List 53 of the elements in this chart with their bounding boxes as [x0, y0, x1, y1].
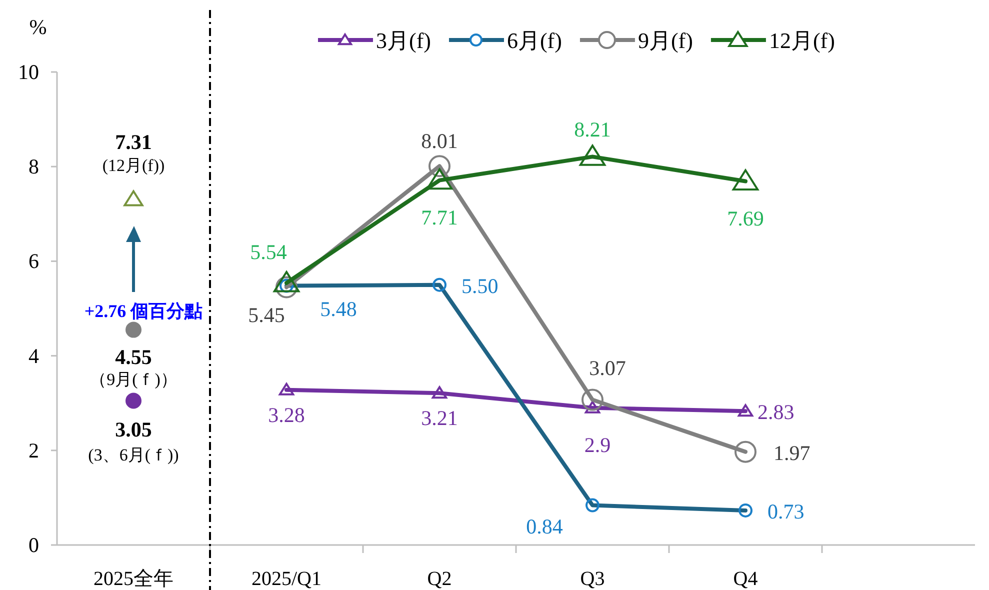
data-label: 5.50 [462, 274, 498, 298]
y-tick-label: 2 [28, 438, 39, 462]
data-label: 7.71 [421, 205, 458, 230]
y-tick-label: 0 [28, 533, 39, 557]
annotation: (3、6月(ｆ)) [88, 446, 179, 465]
data-label: 3.05 [115, 418, 152, 442]
annotation: （9月(ｆ)） [90, 370, 178, 389]
point [126, 322, 142, 338]
data-label: 3.28 [268, 402, 305, 427]
x-tick-label: Q2 [427, 568, 452, 590]
data-label: 8.21 [574, 118, 611, 142]
data-label: 3.21 [421, 406, 458, 430]
point [428, 155, 450, 178]
point [582, 388, 604, 411]
data-label: 3.07 [589, 356, 626, 380]
point [124, 190, 144, 206]
point [579, 144, 606, 166]
y-axis-title: % [29, 15, 47, 39]
x-tick-label: 2025/Q1 [252, 568, 322, 590]
point [732, 169, 759, 191]
data-label: 7.69 [727, 206, 764, 230]
legend-label: 6月(f) [506, 28, 562, 53]
y-tick-label: 4 [28, 344, 40, 368]
point [278, 382, 294, 396]
point [734, 440, 756, 463]
legend-label: 3月(f) [376, 28, 431, 53]
legend-label: 9月(f) [638, 28, 693, 53]
point [273, 270, 300, 292]
data-label: 1.97 [774, 440, 810, 465]
point [426, 168, 453, 190]
data-label: 2.83 [758, 400, 794, 424]
x-tick-label: 2025全年 [94, 568, 174, 590]
legend-label: 12月(f) [768, 28, 835, 53]
annotation: +2.76 個百分點 [84, 301, 203, 321]
data-label: 4.55 [115, 344, 152, 369]
data-label: 7.31 [115, 130, 152, 154]
annotation: (12月(f)) [102, 156, 165, 176]
y-tick-label: 6 [28, 249, 39, 274]
point [126, 392, 142, 409]
data-label: 0.84 [526, 514, 564, 538]
x-tick-label: Q4 [733, 568, 758, 590]
data-label: 0.73 [768, 499, 804, 524]
data-label: 5.45 [248, 303, 285, 328]
data-label: 5.48 [320, 296, 357, 321]
point [738, 404, 754, 417]
data-label: 8.01 [421, 129, 458, 154]
point [276, 276, 298, 298]
point [432, 386, 448, 399]
y-tick-label: 8 [28, 154, 39, 179]
data-label: 5.54 [250, 240, 288, 264]
y-tick-label: 10 [18, 60, 39, 84]
data-label: 2.9 [584, 432, 611, 457]
x-tick-label: Q3 [580, 568, 605, 590]
